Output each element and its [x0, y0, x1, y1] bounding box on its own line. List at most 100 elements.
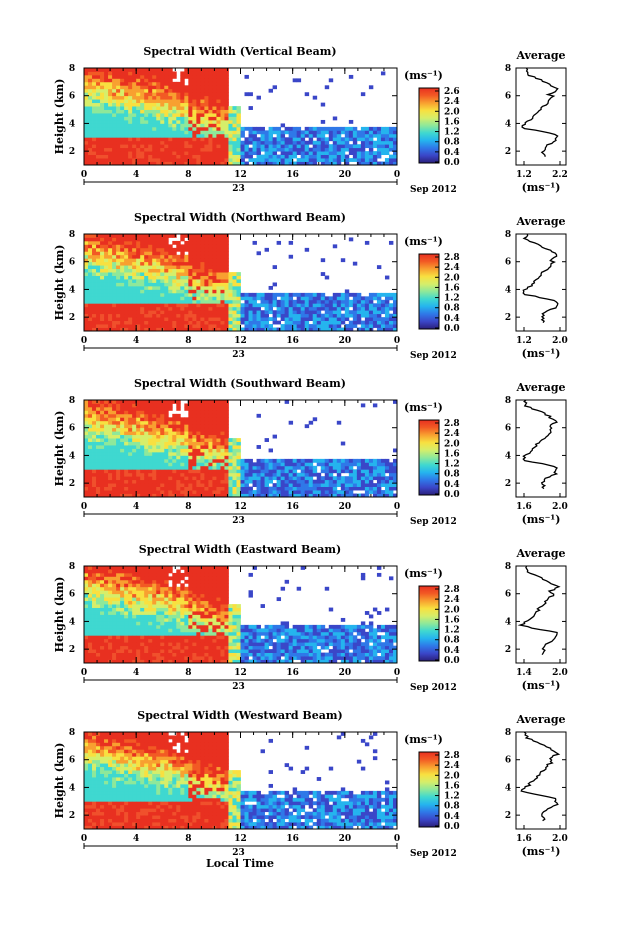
heatmap-cell: [348, 237, 354, 242]
heatmap-cell: [88, 659, 93, 664]
heatmap-cell: [212, 299, 217, 304]
heatmap-cell: [84, 569, 89, 574]
heatmap-cell: [216, 310, 221, 315]
heatmap-cell: [180, 493, 185, 498]
heatmap-cell: [168, 431, 173, 436]
heatmap-cell: [200, 119, 205, 124]
heatmap-cell: [192, 237, 197, 242]
heatmap-cell: [364, 462, 370, 467]
heatmap-cell: [172, 247, 177, 252]
heatmap-cell: [200, 113, 205, 117]
heatmap-cell: [264, 313, 269, 318]
heatmap-cell: [100, 161, 105, 166]
heatmap-cell: [104, 320, 109, 325]
heatmap-cell: [308, 476, 314, 481]
heatmap-cell: [284, 158, 290, 162]
heatmap-cell: [292, 140, 298, 145]
heatmap-cell: [152, 85, 157, 90]
heatmap-cell: [124, 161, 129, 166]
heatmap-cell: [92, 116, 97, 121]
heatmap-cell: [224, 78, 229, 83]
heatmap-cell: [140, 476, 145, 481]
heatmap-cell: [104, 289, 109, 294]
heatmap-cell: [352, 469, 358, 474]
heatmap-cell: [208, 483, 213, 487]
heatmap-cell: [124, 427, 129, 432]
x-tick-label: 4: [133, 170, 139, 180]
heatmap-cell: [128, 261, 133, 266]
heatmap-cell: [344, 462, 350, 467]
heatmap-cell: [216, 410, 221, 415]
heatmap-cell: [220, 296, 225, 301]
heatmap-cell: [200, 472, 205, 477]
heatmap-cell: [124, 324, 129, 328]
heatmap-cell: [200, 299, 205, 304]
heatmap-cell: [200, 431, 205, 436]
heatmap-cell: [256, 130, 261, 135]
heatmap-cell: [140, 441, 145, 446]
heatmap-cell: [120, 261, 125, 266]
heatmap-cell: [392, 133, 398, 138]
heatmap-cell: [96, 126, 101, 131]
heatmap-cell: [148, 133, 153, 138]
heatmap-cell: [336, 296, 342, 301]
heatmap-cell: [168, 327, 173, 332]
heatmap-cell: [228, 285, 233, 290]
heatmap-cell: [84, 258, 89, 263]
average-y-tick-label: 2: [505, 313, 511, 323]
heatmap-cell: [168, 85, 173, 90]
heatmap-cell: [356, 147, 362, 152]
heatmap-cell: [100, 265, 105, 270]
heatmap-cell: [88, 292, 93, 297]
heatmap-cell: [140, 78, 145, 83]
heatmap-cell: [216, 458, 221, 463]
heatmap-cell: [192, 137, 197, 142]
heatmap-cell: [268, 458, 273, 463]
heatmap-cell: [104, 427, 109, 432]
heatmap-cell: [288, 479, 294, 484]
heatmap-cell: [360, 462, 366, 467]
heatmap-cell: [236, 469, 241, 474]
heatmap-cell: [156, 78, 161, 83]
heatmap-cell: [156, 296, 161, 301]
heatmap-cell: [92, 642, 97, 647]
heatmap-cell: [112, 296, 117, 301]
heatmap-cell: [92, 469, 97, 474]
heatmap-cell: [104, 102, 109, 107]
heatmap-cell: [232, 465, 237, 470]
heatmap-cell: [300, 137, 306, 142]
heatmap-cell: [116, 102, 121, 107]
heatmap-cell: [96, 420, 101, 425]
heatmap-cell: [260, 299, 265, 304]
heatmap-cell: [140, 74, 145, 79]
heatmap-cell: [132, 254, 137, 259]
heatmap-cell: [132, 285, 137, 290]
heatmap-cell: [184, 113, 189, 117]
heatmap-cell: [316, 490, 322, 494]
heatmap-cell: [196, 427, 201, 432]
heatmap-cell: [88, 324, 93, 328]
heatmap-cell: [224, 299, 229, 304]
heatmap-cell: [196, 137, 201, 142]
heatmap-cell: [108, 604, 113, 608]
heatmap-cell: [208, 431, 213, 436]
average-y-tick-label: 8: [505, 64, 511, 74]
heatmap-cell: [172, 472, 177, 477]
heatmap-cell: [180, 254, 185, 259]
heatmap-cell: [352, 476, 358, 481]
heatmap-cell: [208, 126, 213, 131]
heatmap-cell: [292, 472, 298, 477]
heatmap-cell: [168, 144, 173, 149]
heatmap-cell: [104, 462, 109, 467]
heatmap-cell: [180, 486, 185, 491]
y-tick-label: 6: [69, 424, 75, 434]
heatmap-cell: [148, 296, 153, 301]
heatmap-cell: [120, 448, 125, 453]
heatmap-cell: [336, 137, 342, 142]
heatmap-cell: [156, 306, 161, 311]
heatmap-cell: [156, 441, 161, 446]
heatmap-cell: [188, 151, 193, 155]
heatmap-cell: [92, 566, 97, 570]
heatmap-cell: [200, 95, 205, 100]
heatmap-cell: [332, 313, 338, 318]
